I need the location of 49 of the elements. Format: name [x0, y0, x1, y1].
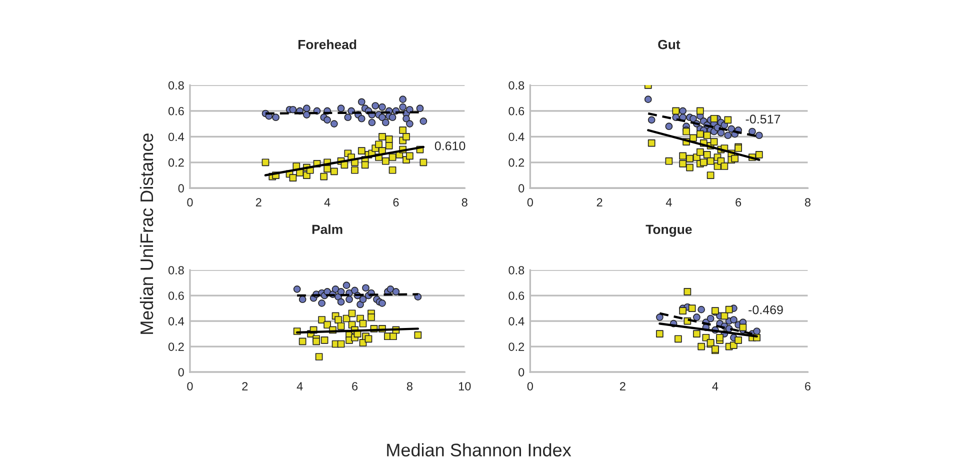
- y-tick-label: 0.6: [168, 292, 184, 300]
- annotation: -0.469: [748, 305, 783, 314]
- x-tick-label: 6: [805, 382, 810, 390]
- annotation: -0.517: [746, 114, 780, 124]
- y-tick-label: 0.2: [168, 342, 184, 351]
- x-tick-label: 2: [620, 382, 626, 390]
- y-tick-label: 0: [178, 368, 184, 376]
- y-tick-label: 0.6: [508, 292, 524, 300]
- chart-title: Forehead: [298, 40, 356, 50]
- y-tick-label: 0.6: [168, 106, 184, 116]
- y-tick-label: 0: [178, 184, 184, 193]
- y-tick-label: 0: [518, 368, 524, 376]
- x-tick-label: 0: [187, 382, 193, 390]
- x-tick-label: 4: [712, 382, 718, 390]
- x-tick-label: 4: [296, 382, 303, 390]
- y-tick-label: 0.2: [168, 158, 184, 167]
- x-tick-label: 2: [596, 198, 602, 206]
- y-tick-label: 0.4: [508, 132, 524, 142]
- x-tick-label: 0: [527, 382, 533, 390]
- x-axis-title: Median Shannon Index: [387, 443, 572, 456]
- x-tick-label: 6: [352, 382, 358, 390]
- x-tick-label: 8: [804, 198, 810, 207]
- annotation: 0.610: [434, 141, 466, 150]
- x-tick-label: 0: [527, 198, 533, 207]
- x-tick-label: 6: [393, 198, 399, 207]
- x-tick-label: 2: [256, 198, 262, 206]
- y-tick-label: 0.2: [508, 158, 524, 167]
- x-tick-label: 0: [187, 198, 193, 207]
- y-tick-label: 0.6: [508, 106, 524, 116]
- x-tick-label: 4: [324, 198, 330, 206]
- x-tick-label: 6: [736, 198, 742, 207]
- x-tick-label: 10: [458, 382, 471, 390]
- y-tick-label: 0.8: [508, 81, 524, 90]
- x-tick-label: 2: [242, 382, 248, 390]
- y-tick-label: 0.8: [168, 81, 184, 90]
- x-tick-label: 4: [666, 198, 672, 206]
- x-tick-label: 8: [462, 198, 468, 207]
- x-tick-label: 8: [406, 382, 412, 390]
- y-tick-label: 0.8: [508, 266, 524, 274]
- y-axis-title: Median UniFrac Distance: [140, 133, 154, 334]
- y-tick-label: 0.4: [168, 317, 184, 326]
- y-tick-label: 0.4: [168, 132, 184, 142]
- chart-title: Palm: [312, 224, 342, 234]
- chart-title: Gut: [658, 40, 680, 50]
- chart-title: Tongue: [646, 224, 692, 237]
- y-tick-label: 0.4: [508, 317, 524, 326]
- y-tick-label: 0.8: [168, 266, 184, 274]
- y-tick-label: 0: [518, 184, 524, 193]
- y-tick-label: 0.2: [508, 342, 524, 351]
